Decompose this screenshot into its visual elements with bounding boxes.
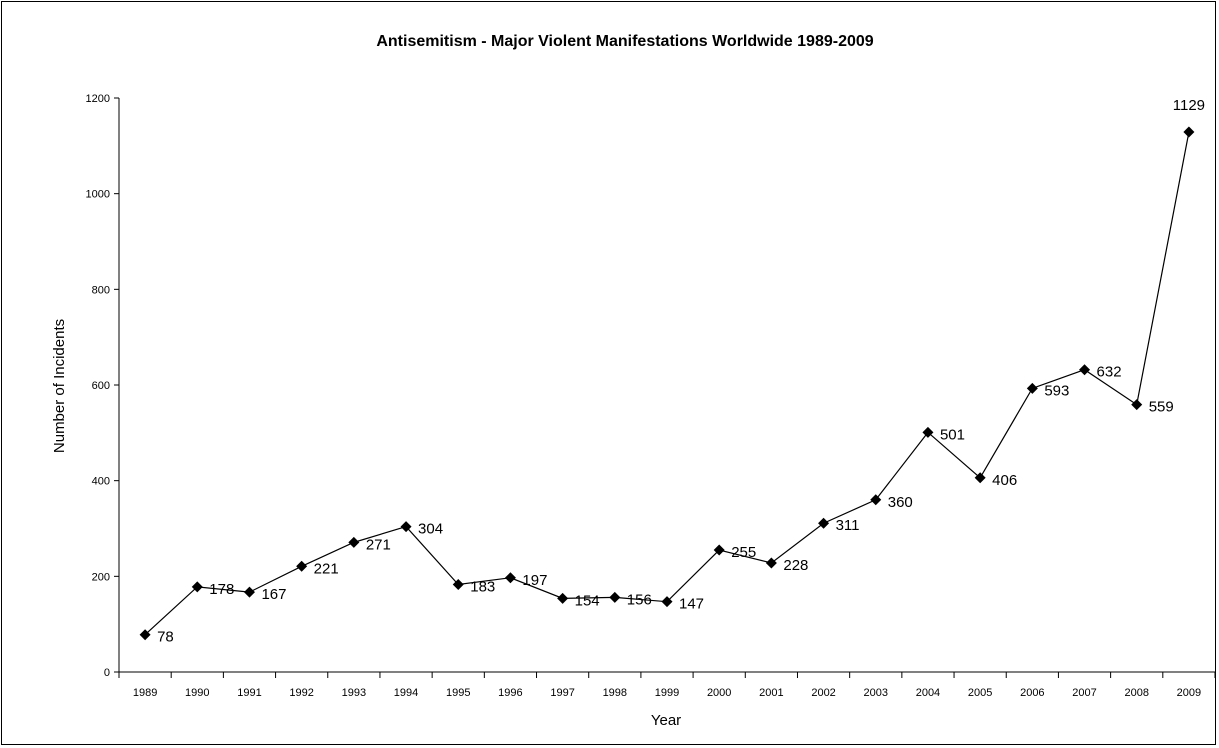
- data-label: 221: [314, 560, 339, 577]
- x-tick-label: 2009: [1177, 687, 1201, 699]
- data-point: [974, 472, 986, 484]
- data-point: [348, 536, 360, 548]
- data-label: 360: [888, 494, 913, 511]
- x-tick-label: 1993: [342, 687, 366, 699]
- data-label: 197: [522, 572, 547, 589]
- x-tick-label: 1991: [237, 687, 261, 699]
- data-point: [1026, 382, 1038, 394]
- data-label: 78: [157, 629, 174, 646]
- data-point: [713, 544, 725, 556]
- data-point: [243, 586, 255, 598]
- y-axis-label: Number of Incidents: [51, 319, 68, 453]
- y-tick-label: 0: [104, 667, 110, 679]
- x-ticks: 1989 1990 1991 1992 1993 1994 1995 1996 1997 1998…: [118, 672, 1216, 699]
- data-label: 1129: [1173, 97, 1205, 114]
- data-point: [296, 560, 308, 572]
- x-tick-label: 2008: [1124, 687, 1148, 699]
- data-label: 304: [418, 521, 443, 538]
- data-label: 183: [470, 578, 495, 595]
- data-point: [1183, 126, 1195, 138]
- x-tick-label: 1997: [550, 687, 574, 699]
- data-point: [1131, 399, 1143, 411]
- data-label: 406: [992, 472, 1017, 489]
- x-tick-label: 2007: [1072, 687, 1096, 699]
- data-point: [661, 596, 673, 608]
- data-point: [557, 592, 569, 604]
- data-label: 255: [731, 544, 756, 561]
- x-tick-label: 1996: [498, 687, 522, 699]
- x-tick-label: 1992: [289, 687, 313, 699]
- data-point: [922, 426, 934, 438]
- x-tick-label: 1998: [603, 687, 627, 699]
- data-label: 632: [1097, 364, 1122, 381]
- y-tick-label: 1200: [86, 93, 110, 105]
- data-point: [765, 557, 777, 569]
- x-tick-label: 2000: [707, 687, 731, 699]
- data-label: 311: [836, 517, 860, 534]
- x-tick-label: 1990: [185, 687, 209, 699]
- data-point: [504, 572, 516, 584]
- data-point: [139, 629, 151, 641]
- data-label: 228: [783, 557, 808, 574]
- x-tick-label: 1989: [133, 687, 157, 699]
- x-tick-label: 2006: [1020, 687, 1044, 699]
- x-tick-label: 2005: [968, 687, 992, 699]
- data-point: [400, 521, 412, 533]
- x-tick-label: 2003: [864, 687, 888, 699]
- chart-title: Antisemitism - Major Violent Manifestati…: [376, 33, 873, 50]
- data-label: 501: [940, 426, 965, 443]
- data-point: [609, 591, 621, 603]
- y-tick-label: 400: [92, 476, 110, 488]
- x-tick-label: 2004: [916, 687, 940, 699]
- data-points: [139, 126, 1195, 641]
- data-label: 271: [366, 536, 391, 553]
- data-labels: 78 178 167 221 271 304 183 197 154 156 147 255 228 31…: [157, 97, 1205, 646]
- y-tick-label: 200: [92, 571, 110, 583]
- x-tick-label: 2001: [759, 687, 783, 699]
- data-label: 154: [575, 592, 600, 609]
- data-label: 167: [261, 586, 286, 603]
- x-tick-label: 1994: [394, 687, 418, 699]
- data-label: 593: [1044, 382, 1069, 399]
- data-point: [191, 581, 203, 593]
- data-label: 178: [209, 581, 234, 598]
- y-ticks: 0 200 400 600 800 1000 1200: [86, 93, 119, 679]
- x-axis-label: Year: [651, 712, 681, 729]
- data-label: 156: [627, 591, 652, 608]
- x-tick-label: 1995: [446, 687, 470, 699]
- data-point: [818, 517, 830, 529]
- x-tick-label: 2002: [811, 687, 835, 699]
- y-tick-label: 800: [92, 284, 110, 296]
- y-tick-label: 600: [92, 380, 110, 392]
- data-point: [1079, 364, 1091, 376]
- data-label: 559: [1149, 399, 1174, 416]
- data-label: 147: [679, 596, 704, 613]
- y-tick-label: 1000: [86, 189, 110, 201]
- data-point: [870, 494, 882, 506]
- x-tick-label: 1999: [655, 687, 679, 699]
- data-point: [452, 578, 464, 590]
